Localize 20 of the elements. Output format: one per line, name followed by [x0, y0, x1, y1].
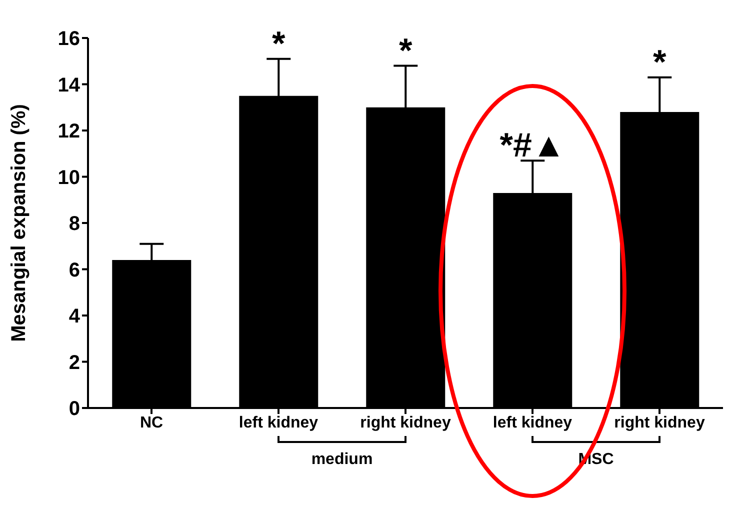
x-tick-label: right kidney [614, 414, 705, 432]
annotation: * [653, 43, 668, 82]
y-tick-label: 0 [68, 398, 80, 420]
y-tick-label: 6 [68, 259, 80, 282]
y-tick-label: 2 [68, 352, 80, 374]
annotation: * [272, 24, 286, 63]
y-axis-title: Mesangial expansion (%) [8, 104, 30, 342]
y-tick-label: 8 [68, 213, 80, 236]
x-tick-label: left kidney [492, 414, 572, 432]
y-tick-label: 10 [58, 166, 80, 189]
y-tick-label: 12 [58, 120, 80, 143]
annotation: * [399, 32, 414, 70]
y-tick-label: 16 [58, 28, 80, 50]
annotation: *#▲ [500, 126, 566, 165]
y-tick-label: 4 [68, 306, 81, 328]
text: medium [311, 451, 373, 468]
y-tick-label: 14 [58, 74, 81, 96]
x-tick-label: left kidney [238, 414, 318, 432]
x-tick-label: NC [140, 414, 164, 432]
x-tick-label: right kidney [360, 414, 451, 432]
